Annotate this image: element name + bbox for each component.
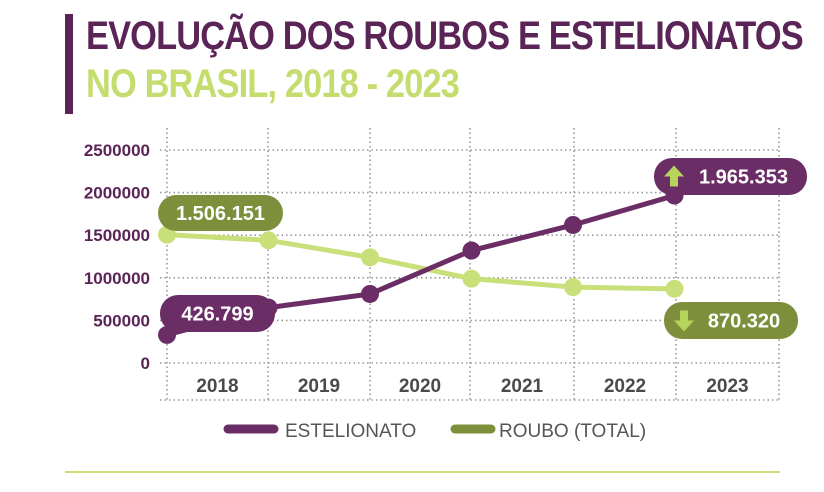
value-callout [158, 195, 283, 231]
callout-label: 426.799 [181, 304, 253, 326]
callout-label: 1.965.353 [699, 167, 788, 189]
x-tick-label: 2020 [399, 376, 441, 397]
y-tick-label: 2500000 [84, 141, 150, 160]
callout-label: 870.320 [708, 311, 780, 333]
y-tick-label: 1000000 [84, 269, 150, 288]
value-callout [160, 295, 275, 332]
legend-label: ESTELIONATO [285, 421, 416, 442]
data-point [361, 284, 379, 303]
data-point [564, 215, 582, 234]
data-point [259, 231, 278, 250]
data-point [665, 279, 684, 298]
y-tick-label: 0 [141, 354, 150, 373]
chart-title: EVOLUÇÃO DOS ROUBOS E ESTELIONATOS [86, 14, 804, 58]
y-tick-label: 500000 [93, 311, 150, 330]
data-point [361, 248, 379, 267]
y-tick-label: 2000000 [84, 184, 150, 203]
x-tick-label: 2022 [604, 376, 646, 397]
x-tick-label: 2018 [196, 376, 238, 397]
data-point [564, 278, 582, 297]
x-tick-label: 2023 [706, 376, 748, 397]
value-callout [654, 158, 807, 195]
value-callout [664, 302, 798, 339]
x-tick-label: 2021 [501, 376, 544, 397]
arrow-down-icon [674, 310, 694, 332]
data-point [462, 241, 481, 260]
data-point [462, 269, 481, 288]
chart-subtitle: NO BRASIL, 2018 - 2023 [86, 62, 460, 106]
title-accent-bar [65, 14, 73, 114]
callout-label: 1.506.151 [176, 203, 265, 225]
x-tick-label: 2019 [298, 376, 340, 397]
legend-label: ROUBO (TOTAL) [499, 421, 646, 442]
y-tick-label: 1500000 [84, 226, 150, 245]
arrow-up-icon [664, 165, 684, 187]
series-line-1 [166, 232, 675, 292]
